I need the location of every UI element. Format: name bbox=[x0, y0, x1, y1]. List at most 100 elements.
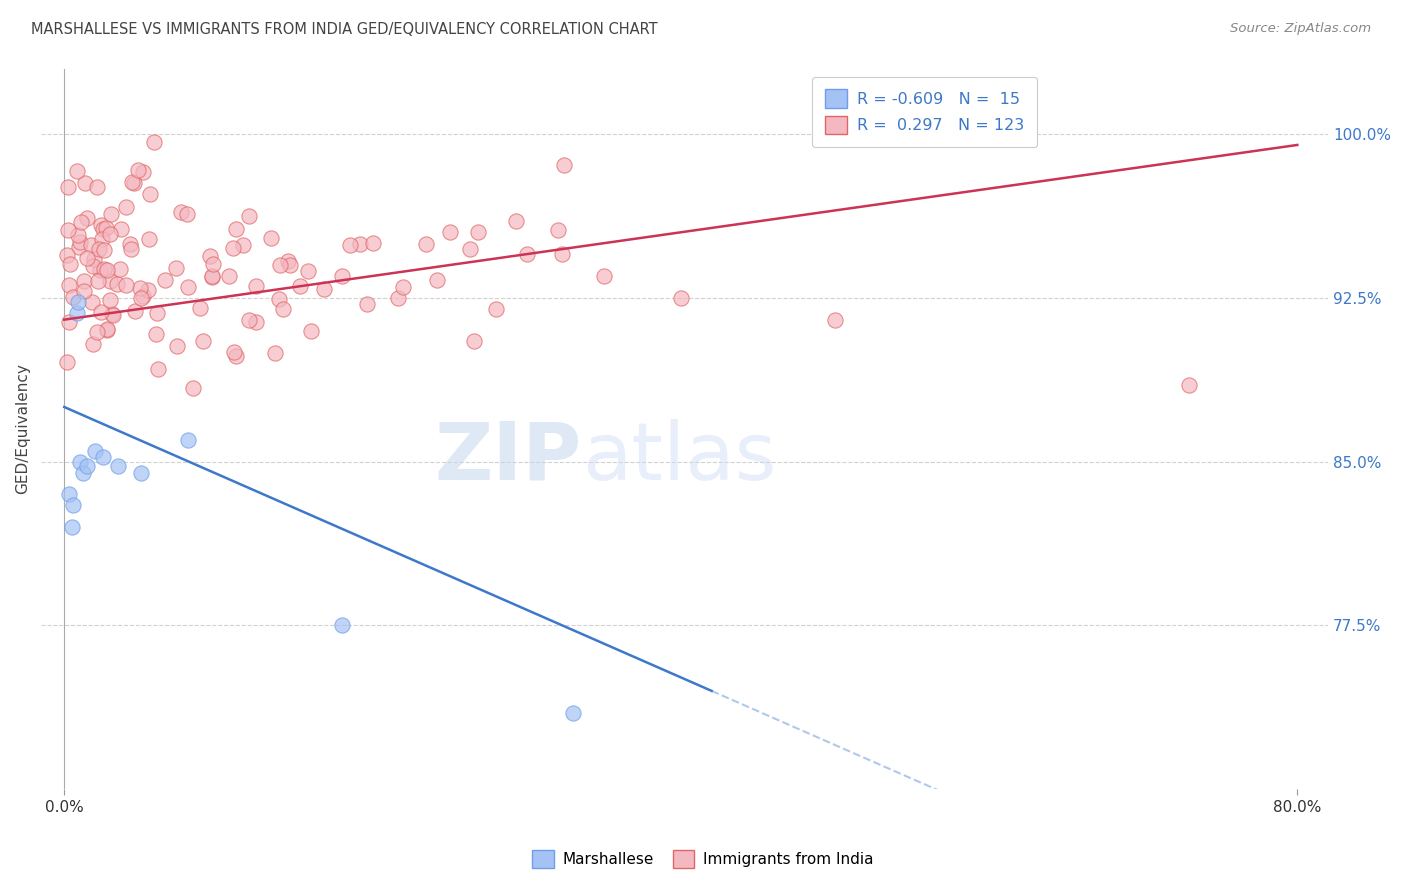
Point bbox=[129, 291, 152, 305]
Point bbox=[1178, 378, 1201, 392]
Point bbox=[485, 301, 508, 316]
Point bbox=[56, 223, 79, 237]
Point bbox=[191, 334, 214, 349]
Point bbox=[58, 315, 80, 329]
Point bbox=[176, 280, 198, 294]
Point bbox=[260, 231, 283, 245]
Point bbox=[76, 251, 98, 265]
Point bbox=[202, 257, 225, 271]
Point bbox=[339, 238, 361, 252]
Point bbox=[76, 211, 98, 225]
Legend: Marshallese, Immigrants from India: Marshallese, Immigrants from India bbox=[526, 844, 880, 873]
Point bbox=[145, 306, 167, 320]
Point bbox=[82, 259, 104, 273]
Point bbox=[67, 295, 90, 310]
Point bbox=[467, 225, 489, 239]
Point bbox=[169, 205, 191, 219]
Point bbox=[83, 252, 105, 266]
Point bbox=[387, 292, 409, 306]
Point bbox=[361, 236, 384, 251]
Point bbox=[245, 279, 267, 293]
Point bbox=[120, 242, 142, 256]
Point bbox=[176, 433, 198, 447]
Point bbox=[238, 312, 260, 326]
Point bbox=[225, 349, 247, 363]
Point bbox=[201, 268, 224, 283]
Point bbox=[58, 278, 80, 293]
Text: atlas: atlas bbox=[582, 418, 776, 497]
Point bbox=[75, 176, 97, 190]
Point bbox=[87, 242, 110, 256]
Point bbox=[96, 323, 118, 337]
Point bbox=[82, 294, 104, 309]
Point bbox=[82, 336, 104, 351]
Point bbox=[349, 236, 371, 251]
Point bbox=[101, 307, 124, 321]
Point bbox=[86, 180, 108, 194]
Point bbox=[124, 304, 146, 318]
Point bbox=[551, 246, 574, 260]
Point bbox=[65, 164, 87, 178]
Point bbox=[276, 254, 298, 268]
Point bbox=[458, 243, 481, 257]
Point bbox=[93, 243, 115, 257]
Point bbox=[516, 247, 538, 261]
Point bbox=[188, 301, 211, 315]
Point bbox=[201, 269, 224, 284]
Text: ZIP: ZIP bbox=[434, 418, 582, 497]
Point bbox=[131, 289, 153, 303]
Point bbox=[330, 618, 353, 632]
Point bbox=[288, 279, 311, 293]
Point bbox=[415, 236, 437, 251]
Point bbox=[120, 236, 142, 251]
Point bbox=[58, 179, 80, 194]
Point bbox=[96, 262, 118, 277]
Point bbox=[89, 263, 111, 277]
Point bbox=[98, 227, 121, 242]
Point bbox=[264, 346, 287, 360]
Point bbox=[222, 241, 245, 255]
Point bbox=[271, 301, 294, 316]
Point bbox=[72, 466, 94, 480]
Text: MARSHALLESE VS IMMIGRANTS FROM INDIA GED/EQUIVALENCY CORRELATION CHART: MARSHALLESE VS IMMIGRANTS FROM INDIA GED… bbox=[31, 22, 658, 37]
Point bbox=[91, 221, 114, 235]
Point bbox=[267, 293, 290, 307]
Point bbox=[93, 262, 115, 277]
Point bbox=[67, 228, 90, 243]
Point bbox=[553, 158, 575, 172]
Point bbox=[105, 277, 128, 291]
Point bbox=[824, 312, 846, 326]
Point bbox=[90, 305, 112, 319]
Point bbox=[86, 326, 108, 340]
Point bbox=[592, 268, 614, 283]
Point bbox=[176, 207, 198, 221]
Point bbox=[91, 231, 114, 245]
Point bbox=[269, 258, 291, 272]
Point bbox=[76, 458, 98, 473]
Point bbox=[222, 345, 245, 359]
Point bbox=[56, 355, 79, 369]
Point bbox=[561, 706, 583, 720]
Point bbox=[143, 135, 166, 149]
Point bbox=[139, 187, 162, 202]
Point bbox=[299, 324, 322, 338]
Point bbox=[225, 222, 247, 236]
Point bbox=[669, 291, 692, 305]
Point bbox=[58, 487, 80, 501]
Point bbox=[547, 223, 569, 237]
Point bbox=[166, 339, 188, 353]
Point bbox=[153, 273, 176, 287]
Point bbox=[56, 248, 79, 262]
Point bbox=[96, 322, 118, 336]
Point bbox=[98, 274, 121, 288]
Point bbox=[73, 284, 96, 298]
Point bbox=[356, 297, 378, 311]
Point bbox=[129, 466, 152, 480]
Point bbox=[136, 283, 159, 297]
Point bbox=[59, 257, 82, 271]
Point bbox=[108, 262, 131, 277]
Point bbox=[138, 232, 160, 246]
Point bbox=[439, 225, 461, 239]
Point bbox=[107, 458, 129, 473]
Point bbox=[67, 240, 90, 254]
